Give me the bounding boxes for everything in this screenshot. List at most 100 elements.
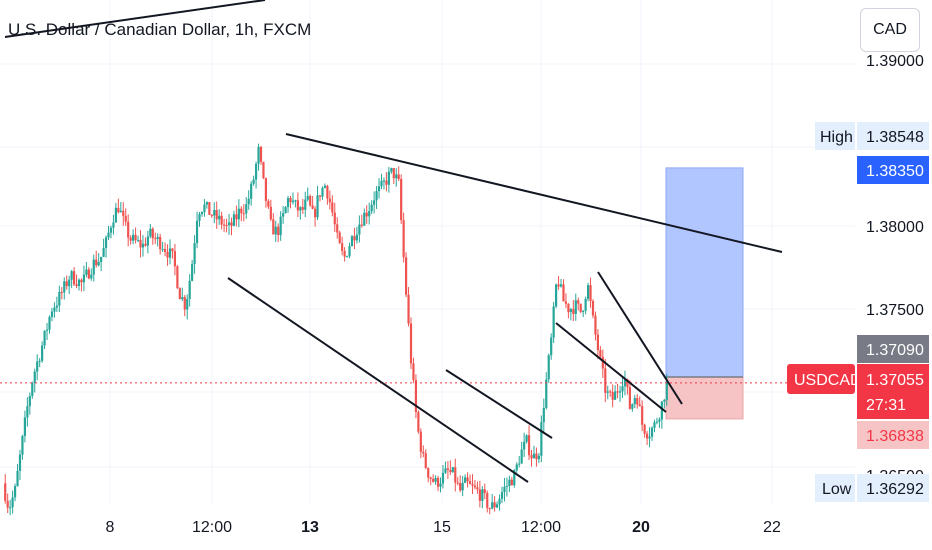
candle [109, 225, 113, 239]
symbol-tag-label: USDCAD [794, 372, 862, 389]
candle [210, 213, 213, 218]
time-tick: 20 [632, 519, 650, 536]
candle [205, 201, 208, 209]
candle [503, 477, 506, 502]
candle [594, 311, 597, 341]
candle [254, 161, 258, 189]
candle [215, 201, 218, 229]
candle [628, 380, 631, 410]
price-tick: 1.37500 [866, 302, 924, 319]
candle [476, 481, 479, 494]
candle [653, 419, 656, 433]
candle [161, 241, 164, 253]
candle [55, 296, 58, 313]
candle [257, 143, 260, 171]
time-axis[interactable]: 8 12:00 13 15 12:00 20 22 [106, 519, 781, 536]
position-profit-zone[interactable] [665, 167, 744, 378]
candle [520, 441, 523, 464]
candle [77, 278, 81, 291]
candle [621, 376, 624, 398]
candle [392, 167, 395, 185]
candle [451, 466, 454, 474]
candle [75, 274, 78, 289]
candle [198, 211, 201, 227]
candle [380, 173, 383, 190]
candle [569, 307, 572, 321]
candle [112, 214, 115, 235]
candle [193, 235, 196, 274]
candle [156, 233, 159, 247]
candle [611, 384, 614, 408]
currency-button[interactable]: CAD [860, 8, 920, 52]
candle [195, 211, 199, 249]
candle [245, 197, 248, 219]
candle [284, 206, 287, 214]
candle [343, 247, 346, 262]
candle [286, 195, 290, 213]
candle [45, 322, 49, 340]
candle [557, 276, 560, 290]
candle [493, 496, 496, 512]
bar-countdown: 27:31 [866, 397, 906, 414]
candle [422, 445, 425, 458]
candle [414, 374, 418, 419]
candle [527, 425, 531, 460]
candle [658, 417, 661, 428]
candle [50, 307, 54, 322]
candle [53, 302, 56, 318]
candle [508, 475, 511, 493]
candle [441, 464, 445, 489]
trendlines[interactable] [4, 0, 783, 483]
candle [338, 230, 341, 244]
candle [144, 237, 147, 247]
candle [439, 477, 442, 493]
candle [63, 277, 66, 300]
candle [336, 217, 339, 239]
high-label-bg [815, 122, 855, 150]
candle [242, 204, 245, 222]
candle [146, 230, 149, 254]
candle [532, 445, 536, 459]
candle [373, 191, 376, 214]
candle [304, 191, 307, 218]
time-tick: 13 [301, 519, 319, 536]
candle [454, 458, 457, 492]
candle [429, 476, 432, 486]
candle [235, 205, 238, 227]
candle [289, 195, 292, 209]
candle [65, 275, 68, 290]
candle [577, 297, 580, 311]
high-value: 1.38548 [866, 129, 924, 146]
candle [614, 385, 617, 400]
candle [353, 227, 356, 250]
candle [643, 423, 646, 438]
candle [277, 223, 280, 243]
candle [459, 475, 462, 493]
candle [436, 475, 440, 492]
candle [26, 397, 29, 427]
candle [650, 426, 654, 441]
candle [323, 183, 327, 189]
price-tick: 1.39000 [866, 53, 924, 70]
candle [368, 202, 371, 225]
candle [648, 427, 651, 448]
candle [434, 475, 437, 485]
candle [237, 199, 240, 228]
candle [31, 381, 34, 399]
low-label: Low [822, 481, 852, 498]
high-value-bg [857, 122, 929, 150]
candle [350, 234, 354, 247]
chart-title: U.S. Dollar / Canadian Dollar, 1h, FXCM [8, 20, 312, 39]
candle [446, 461, 449, 479]
candle [540, 415, 543, 463]
candle [151, 227, 154, 245]
candle [291, 192, 295, 205]
time-tick: 12:00 [521, 519, 561, 536]
symbol-tag[interactable] [787, 364, 855, 394]
trendline-wedge-upper [597, 271, 683, 405]
trendline-upper-resistance [285, 133, 783, 253]
candle [119, 201, 122, 213]
candle [168, 239, 172, 265]
